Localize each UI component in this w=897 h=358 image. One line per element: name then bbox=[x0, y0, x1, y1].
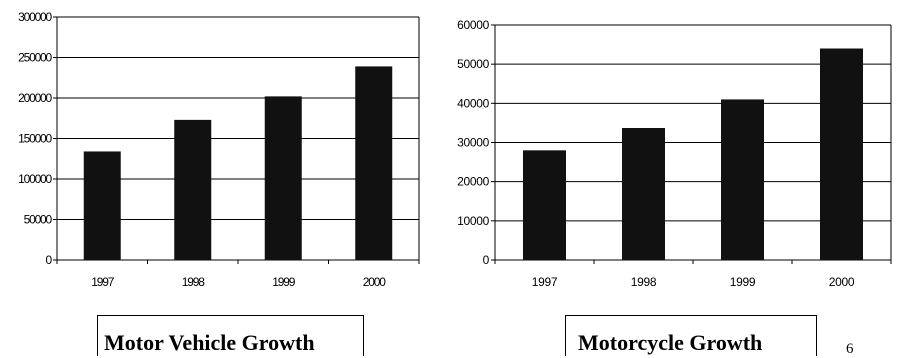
motor-vehicle-x-tick-label: 2000 bbox=[363, 275, 386, 289]
motor-vehicle-x-tick-label: 1997 bbox=[91, 275, 114, 289]
motor-vehicle-title-box bbox=[97, 315, 364, 356]
motor-vehicle-y-tick-label: 0 bbox=[46, 253, 53, 267]
motorcycle-bar-1999 bbox=[721, 99, 764, 261]
motor-vehicle-chart: 0 50000 100000 150000 200000 250000 300000 1997… bbox=[18, 10, 420, 289]
motor-vehicle-y-tick-label: 100000 bbox=[18, 172, 52, 186]
motor-vehicle-y-tick-label: 300000 bbox=[18, 10, 52, 24]
motor-vehicle-bar-2000 bbox=[355, 66, 393, 260]
motorcycle-y-tick-label: 10000 bbox=[457, 214, 489, 228]
motorcycle-bar-2000 bbox=[820, 48, 863, 260]
motorcycle-y-tick-label: 20000 bbox=[457, 175, 489, 189]
motorcycle-x-tick-label: 2000 bbox=[829, 275, 855, 289]
motor-vehicle-y-tick-label: 250000 bbox=[18, 51, 52, 65]
motor-vehicle-y-tick-label: 150000 bbox=[18, 132, 52, 146]
motor-vehicle-x-tick-label: 1999 bbox=[272, 275, 295, 289]
motor-vehicle-bar-1999 bbox=[264, 96, 302, 260]
motorcycle-bar-1998 bbox=[622, 128, 665, 260]
motor-vehicle-y-tick-label: 200000 bbox=[18, 91, 52, 105]
motor-vehicle-x-tick-label: 1998 bbox=[182, 275, 205, 289]
motor-vehicle-bar-1997 bbox=[83, 151, 121, 260]
motorcycle-x-tick-label: 1997 bbox=[532, 275, 558, 289]
motor-vehicle-chart-title: Motor Vehicle Growth bbox=[104, 330, 315, 355]
motorcycle-chart: 0 10000 20000 30000 40000 50000 60000 1997 1998 1… bbox=[457, 18, 892, 289]
motorcycle-y-tick-label: 50000 bbox=[457, 57, 489, 71]
motorcycle-y-tick-label: 0 bbox=[483, 253, 490, 267]
motorcycle-chart-title: Motorcycle Growth bbox=[578, 330, 763, 355]
page-number: 6 bbox=[846, 341, 854, 357]
motor-vehicle-y-tick-label: 50000 bbox=[24, 213, 53, 227]
motorcycle-x-tick-label: 1999 bbox=[730, 275, 756, 289]
motorcycle-y-tick-label: 40000 bbox=[457, 96, 489, 110]
motorcycle-title-box bbox=[565, 315, 817, 356]
motor-vehicle-bar-1998 bbox=[174, 119, 212, 261]
motorcycle-bar-1997 bbox=[523, 150, 566, 260]
motorcycle-x-tick-label: 1998 bbox=[631, 275, 657, 289]
motorcycle-y-tick-label: 60000 bbox=[457, 18, 489, 32]
motorcycle-y-tick-label: 30000 bbox=[457, 136, 489, 150]
